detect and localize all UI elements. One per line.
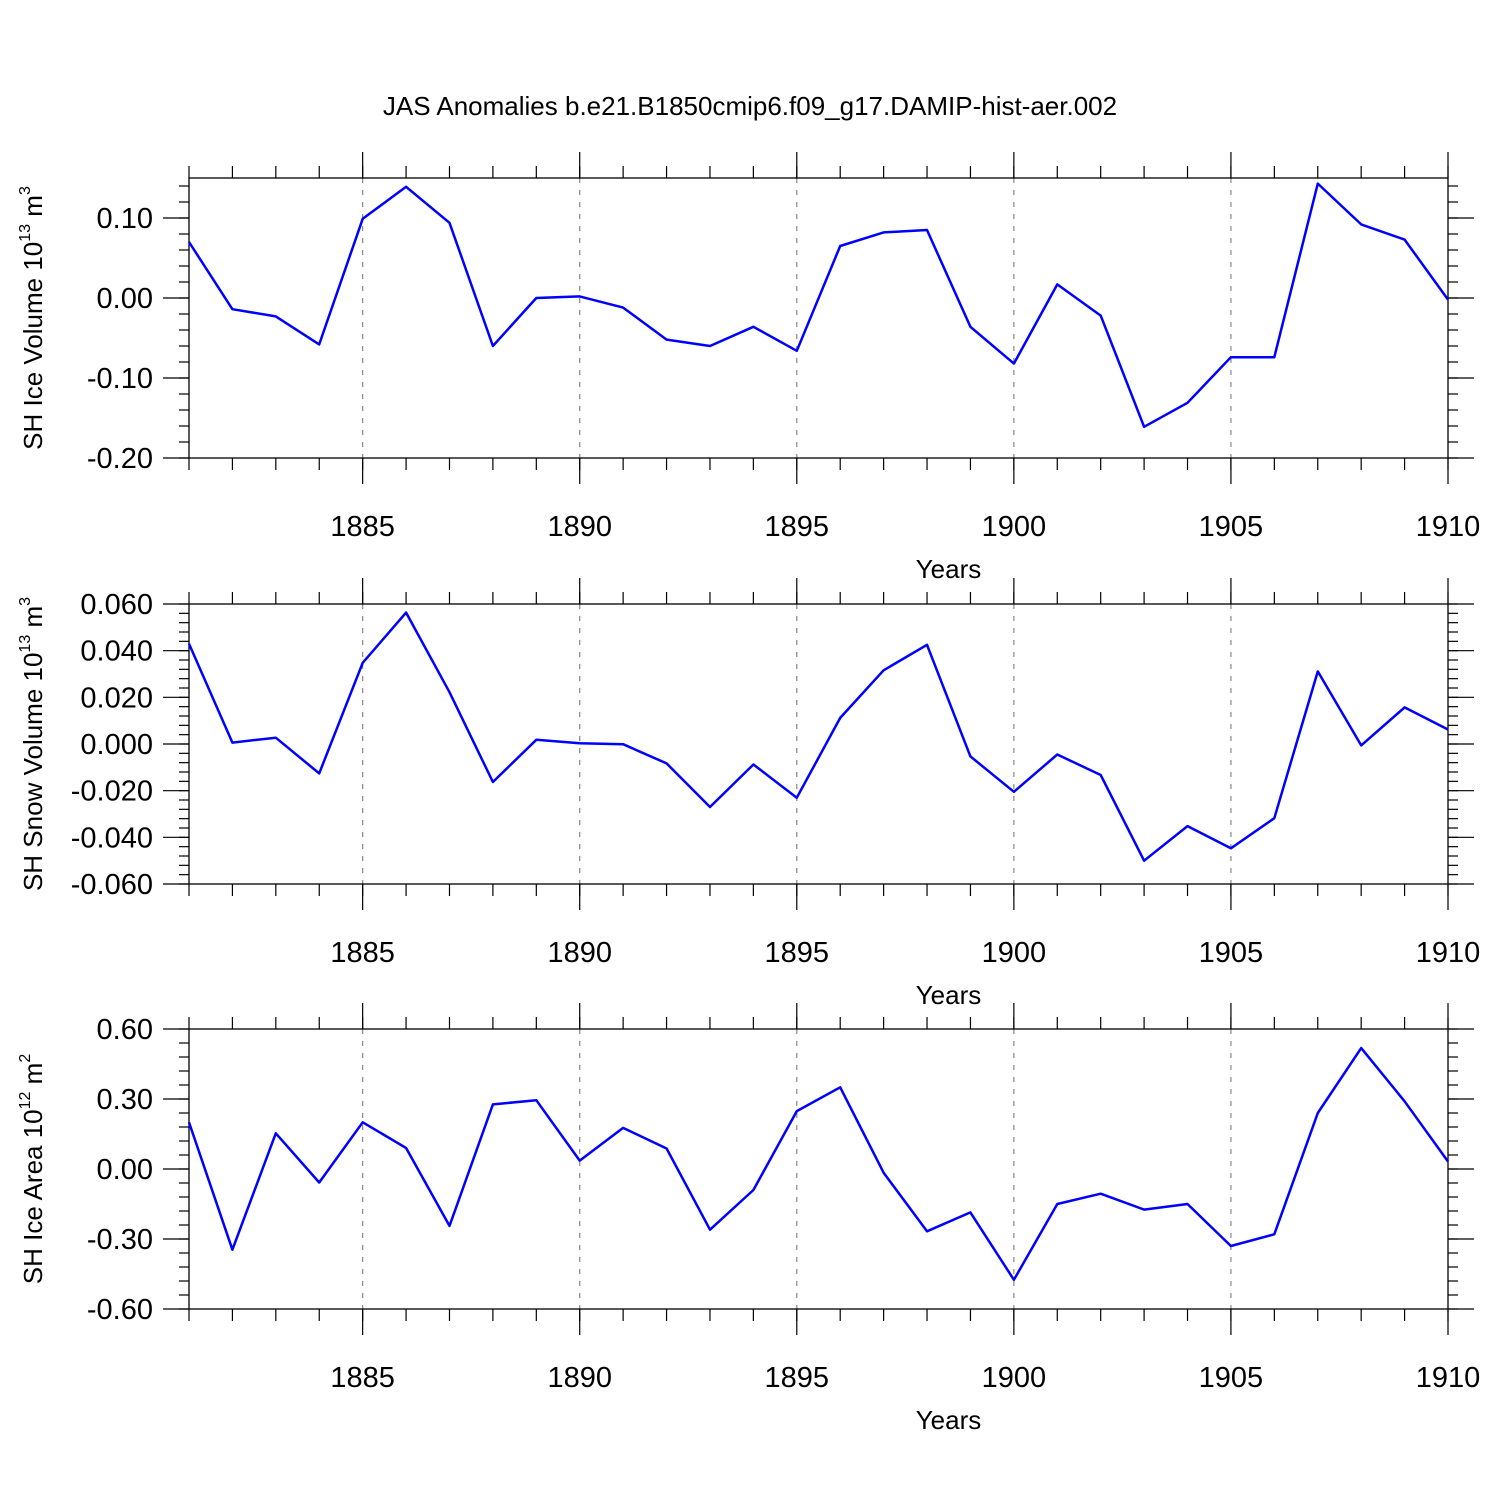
x-tick-label: 1885 [330, 1362, 395, 1394]
x-tick-label: 1890 [547, 511, 612, 543]
panels: -0.20 -0.10 0.00 0.10 1885 1890 1895 1900 1905 19… [17, 152, 1480, 1435]
y-axis-title: SH Ice Volume 1013 m3 [17, 186, 48, 450]
y-tick-label: -0.060 [71, 869, 153, 901]
plot-frame [188, 603, 1449, 885]
y-axis-title-text: SH Ice Area 10 [18, 1109, 48, 1284]
x-tick-label: 1890 [547, 937, 612, 969]
x-tick-label: 1885 [330, 511, 395, 543]
y-axis-title: SH Snow Volume 1013 m3 [17, 597, 48, 891]
y-tick-label: -0.020 [71, 776, 153, 808]
y-tick-label: -0.30 [87, 1224, 153, 1256]
y-tick-label: 0.060 [80, 589, 153, 621]
x-tick-label: 1890 [547, 1362, 612, 1394]
y-axis-title-text: SH Snow Volume 10 [18, 653, 48, 891]
series-line [187, 611, 1449, 862]
y-axis-title-unit-exponent: 2 [17, 1054, 34, 1063]
y-tick-label: 0.00 [97, 283, 153, 315]
series-line [187, 1046, 1450, 1282]
y-axis-title-exponent: 13 [17, 224, 34, 242]
y-axis-title-unit-exponent: 3 [17, 186, 34, 195]
y-axis-title-exponent: 12 [17, 1091, 34, 1109]
x-axis-title: Years [916, 554, 982, 584]
y-tick-label: -0.60 [87, 1294, 153, 1326]
x-tick-label: 1900 [982, 511, 1047, 543]
y-tick-label: 0.00 [97, 1154, 153, 1186]
y-axis-title-exponent: 13 [17, 635, 34, 653]
y-tick-label: 0.020 [80, 682, 153, 714]
x-tick-label: 1910 [1416, 937, 1481, 969]
y-axis-title-unit-exponent: 3 [17, 597, 34, 606]
x-tick-label: 1900 [982, 937, 1047, 969]
x-tick-label: 1895 [765, 511, 830, 543]
y-tick-label: 0.10 [97, 203, 153, 235]
chart-panel-1: -0.20 -0.10 0.00 0.10 1885 1890 1895 1900 1905 19… [17, 152, 1480, 584]
x-tick-label: 1905 [1199, 511, 1264, 543]
y-tick-label: 0.30 [97, 1084, 153, 1116]
series-line [187, 182, 1450, 429]
y-tick-label: -0.040 [71, 822, 153, 854]
y-tick-label: 0.040 [80, 636, 153, 668]
y-axis-title-unit: m [18, 1063, 48, 1092]
y-tick-label: 0.60 [97, 1014, 153, 1046]
y-tick-label: 0.000 [80, 729, 153, 761]
y-axis-title-unit: m [18, 195, 48, 224]
x-tick-label: 1895 [765, 937, 830, 969]
x-tick-label: 1885 [330, 937, 395, 969]
x-axis-title: Years [916, 980, 982, 1010]
plot-frame [188, 1028, 1449, 1310]
y-axis-title-unit: m [18, 606, 48, 635]
x-tick-label: 1905 [1199, 937, 1264, 969]
y-tick-label: -0.10 [87, 363, 153, 395]
x-tick-label: 1900 [982, 1362, 1047, 1394]
x-tick-label: 1910 [1416, 511, 1481, 543]
y-tick-label: -0.20 [87, 443, 153, 475]
chart-title: JAS Anomalies b.e21.B1850cmip6.f09_g17.D… [383, 91, 1117, 121]
x-tick-label: 1910 [1416, 1362, 1481, 1394]
plot-frame [188, 177, 1449, 459]
x-tick-label: 1905 [1199, 1362, 1264, 1394]
chart-panel-2: -0.060 -0.040 -0.020 0.000 0.020 0.040 0.060 18… [17, 578, 1480, 1010]
chart-panel-3: -0.60 -0.30 0.00 0.30 0.60 1885 1890 1895 1900 19… [17, 1003, 1480, 1435]
x-axis-title: Years [916, 1405, 982, 1435]
y-axis-title-text: SH Ice Volume 10 [18, 242, 48, 450]
x-tick-label: 1895 [765, 1362, 830, 1394]
y-axis-title: SH Ice Area 1012 m2 [17, 1054, 48, 1285]
